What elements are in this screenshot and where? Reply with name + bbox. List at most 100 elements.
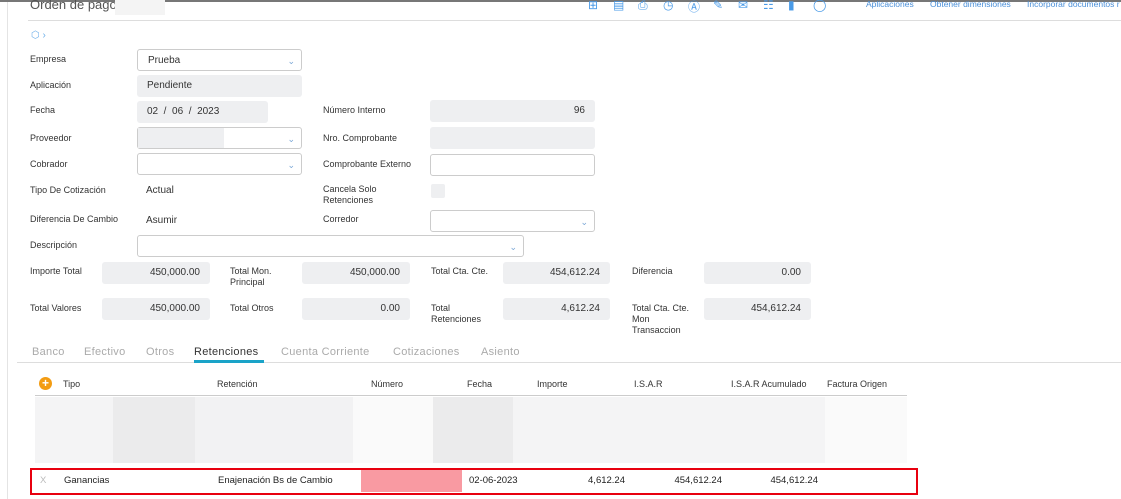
tipo-cotizacion-value: Actual: [146, 185, 174, 196]
print-icon[interactable]: ⎙: [638, 0, 648, 12]
tab-retenciones[interactable]: Retenciones: [194, 346, 259, 358]
aplicacion-field: Pendiente: [137, 75, 302, 97]
diferencia-cambio-label: Diferencia De Cambio: [30, 214, 119, 224]
diferencia-label: Diferencia: [632, 266, 673, 276]
total-retenciones-label: Total Retenciones: [431, 303, 482, 324]
add-page-icon[interactable]: ⊞: [588, 0, 599, 12]
cell-retencion[interactable]: Enajenación Bs de Cambio: [218, 475, 333, 486]
highlighted-row[interactable]: [30, 468, 918, 495]
cobrador-select[interactable]: ⌄: [137, 153, 302, 175]
descripcion-input[interactable]: ⌄: [137, 235, 524, 257]
descripcion-label: Descripción: [30, 240, 78, 250]
tab-otros[interactable]: Otros: [146, 346, 175, 358]
col-tipo: Tipo: [63, 379, 81, 389]
comment-icon[interactable]: ◯: [813, 0, 827, 12]
chevron-down-icon: ⌄: [580, 217, 588, 227]
chevron-down-icon: ⌄: [287, 160, 295, 170]
cancela-solo-retenciones-label: Cancela Solo Retenciones: [323, 184, 377, 205]
aplicacion-label: Aplicación: [30, 80, 72, 90]
fecha-field[interactable]: 02 / 06 / 2023: [137, 101, 268, 123]
incorporar-documentos-link[interactable]: Incorporar documentos r: [1027, 0, 1120, 9]
total-otros-field: 0.00: [302, 298, 410, 320]
numero-interno-field: 96: [430, 100, 595, 122]
tab-banco[interactable]: Banco: [32, 346, 65, 358]
total-mon-principal-label: Total Mon. Principal: [230, 266, 272, 287]
empresa-select[interactable]: Prueba ⌄: [137, 49, 302, 71]
total-retenciones-field: 4,612.24: [503, 298, 610, 320]
title-field[interactable]: [115, 0, 165, 15]
proveedor-select[interactable]: ⌄: [137, 127, 302, 149]
cobrador-label: Cobrador: [30, 159, 68, 169]
chevron-down-icon: ⌄: [509, 242, 517, 252]
col-numero: Número: [371, 379, 404, 389]
col-retencion: Retención: [217, 379, 258, 389]
col-isar-acumulado: I.S.A.R Acumulado: [731, 379, 807, 389]
add-row-icon[interactable]: +: [39, 377, 52, 390]
importe-total-field: 450,000.00: [102, 262, 210, 284]
text-icon[interactable]: Ⓐ: [688, 0, 701, 14]
cell-fecha[interactable]: 02-06-2023: [469, 475, 518, 486]
col-fecha: Fecha: [467, 379, 493, 389]
checklist-icon[interactable]: ☷: [763, 0, 774, 12]
tag-icon[interactable]: ⬡ ›: [31, 30, 46, 41]
importe-total-label: Importe Total: [30, 266, 82, 276]
tab-cuenta-corriente[interactable]: Cuenta Corriente: [281, 346, 370, 358]
mail-icon[interactable]: ✉: [738, 0, 749, 12]
tab-efectivo[interactable]: Efectivo: [84, 346, 126, 358]
diferencia-cambio-value: Asumir: [146, 215, 178, 226]
obtener-dimensiones-link[interactable]: Obtener dimensiones: [930, 0, 1011, 9]
corredor-label: Corredor: [323, 214, 359, 224]
fecha-year[interactable]: 2023: [197, 106, 220, 117]
nro-comprobante-field: [430, 127, 595, 149]
corredor-select[interactable]: ⌄: [430, 210, 595, 232]
col-isar: I.S.A.R: [634, 379, 663, 389]
cell-isar-acumulado[interactable]: 454,612.24: [770, 475, 818, 486]
header-divider: [35, 395, 907, 396]
history-icon[interactable]: ◷: [663, 0, 674, 12]
total-valores-label: Total Valores: [30, 303, 82, 313]
list-icon[interactable]: ▤: [613, 0, 625, 12]
total-cta-cte-mon-label: Total Cta. Cte. Mon Transaccion: [632, 303, 690, 335]
comprobante-externo-input[interactable]: [430, 154, 595, 176]
tabs-divider: [17, 362, 1121, 363]
left-border: [7, 0, 8, 499]
fecha-day[interactable]: 02: [147, 106, 159, 117]
col-importe: Importe: [537, 379, 568, 389]
cell-numero-redacted[interactable]: [361, 470, 462, 492]
document-icon[interactable]: ▮: [788, 0, 795, 12]
col-factura-origen: Factura Origen: [827, 379, 888, 389]
chevron-down-icon: ⌄: [287, 56, 295, 66]
fecha-label: Fecha: [30, 105, 56, 115]
chevron-down-icon: ⌄: [287, 134, 295, 144]
total-cta-cte-mon-field: 454,612.24: [704, 298, 811, 320]
active-tab-indicator: [194, 360, 264, 363]
total-valores-field: 450,000.00: [102, 298, 210, 320]
comprobante-externo-label: Comprobante Externo: [323, 159, 412, 169]
empresa-value: Prueba: [148, 55, 181, 66]
tab-asiento[interactable]: Asiento: [481, 346, 520, 358]
cell-isar[interactable]: 454,612.24: [674, 475, 722, 486]
total-otros-label: Total Otros: [230, 303, 274, 313]
cancela-solo-retenciones-checkbox[interactable]: [431, 184, 445, 198]
cell-tipo[interactable]: Ganancias: [64, 475, 110, 486]
total-mon-principal-field: 450,000.00: [302, 262, 410, 284]
total-cta-cte-label: Total Cta. Cte.: [431, 266, 489, 276]
proveedor-label: Proveedor: [30, 133, 72, 143]
proveedor-redacted: [138, 128, 224, 148]
remove-row-icon[interactable]: X: [40, 475, 47, 486]
empresa-label: Empresa: [30, 54, 67, 64]
total-cta-cte-field: 454,612.24: [503, 262, 610, 284]
empty-rows-area: [35, 397, 907, 463]
fecha-month[interactable]: 06: [172, 106, 184, 117]
tab-cotizaciones[interactable]: Cotizaciones: [393, 346, 460, 358]
header-divider: [28, 20, 1121, 21]
nro-comprobante-label: Nro. Comprobante: [323, 133, 398, 143]
tipo-cotizacion-label: Tipo De Cotización: [30, 185, 106, 195]
page-title: Orden de pago: [30, 0, 117, 12]
cell-importe[interactable]: 4,612.24: [588, 475, 625, 486]
aplicaciones-link[interactable]: Aplicaciones: [866, 0, 914, 9]
top-border: [0, 0, 1121, 2]
numero-interno-label: Número Interno: [323, 105, 386, 115]
diferencia-field: 0.00: [704, 262, 811, 284]
attach-icon[interactable]: ✎: [713, 0, 724, 12]
